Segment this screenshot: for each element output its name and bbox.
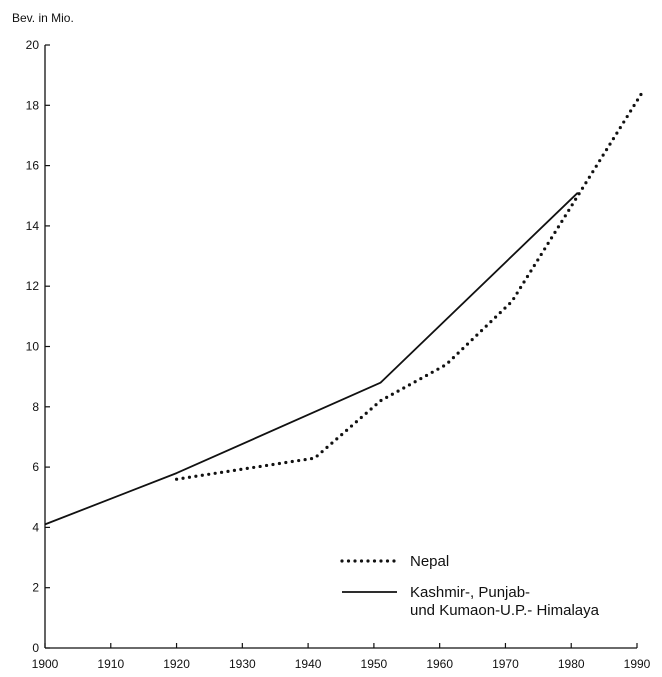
series-layer (44, 88, 646, 526)
y-tick-label: 0 (32, 641, 39, 655)
legend-label-himalaya-line2: und Kumaon-U.P.- Himalaya (410, 602, 600, 619)
y-tick-label: 10 (26, 340, 40, 354)
axes: 0 2 4 6 8 10 12 14 16 18 20 1900 1910 1920 1930 1940 195… (26, 38, 651, 671)
x-tick-label: 1960 (426, 657, 453, 671)
y-tick-label: 8 (32, 400, 39, 414)
y-tick-label: 2 (32, 581, 39, 595)
series-line-nepal (175, 88, 646, 481)
x-tick-label: 1980 (558, 657, 585, 671)
x-tick-label: 1970 (492, 657, 519, 671)
x-tick-label: 1950 (361, 657, 388, 671)
x-tick-label: 1990 (624, 657, 651, 671)
y-tick-label: 20 (26, 38, 40, 52)
y-tick-label: 14 (26, 219, 40, 233)
legend-label-himalaya-line1: Kashmir-, Punjab- (410, 584, 530, 601)
y-axis-title: Bev. in Mio. (12, 11, 74, 25)
legend: Nepal Kashmir-, Punjab- und Kumaon-U.P.-… (340, 553, 600, 619)
y-tick-label: 4 (32, 520, 39, 534)
y-tick-label: 16 (26, 159, 40, 173)
x-tick-label: 1920 (163, 657, 190, 671)
x-tick-label: 1940 (295, 657, 322, 671)
x-tick-label: 1900 (32, 657, 59, 671)
legend-label-nepal: Nepal (410, 553, 449, 570)
series-line-himalaya (44, 192, 579, 526)
x-tick-label: 1910 (97, 657, 124, 671)
y-tick-label: 6 (32, 460, 39, 474)
y-tick-label: 12 (26, 279, 40, 293)
y-tick-label: 18 (26, 98, 40, 112)
x-tick-label: 1930 (229, 657, 256, 671)
